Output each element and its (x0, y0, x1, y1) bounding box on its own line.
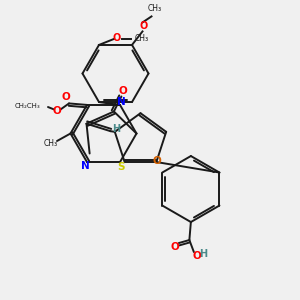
Text: O: O (139, 21, 148, 31)
Text: O: O (192, 250, 201, 261)
Text: CH₂CH₃: CH₂CH₃ (15, 103, 40, 109)
Text: S: S (118, 162, 125, 172)
Text: O: O (171, 242, 180, 252)
Text: O: O (61, 92, 70, 102)
Text: CH₃: CH₃ (44, 140, 58, 148)
Text: O: O (153, 155, 161, 166)
Text: CH₃: CH₃ (135, 34, 149, 43)
Text: N: N (81, 161, 90, 171)
Text: O: O (52, 106, 61, 116)
Text: CH₃: CH₃ (147, 4, 162, 13)
Text: N: N (117, 97, 126, 107)
Text: H: H (199, 249, 207, 260)
Text: O: O (118, 86, 127, 96)
Text: O: O (112, 33, 121, 43)
Text: H: H (112, 124, 121, 134)
